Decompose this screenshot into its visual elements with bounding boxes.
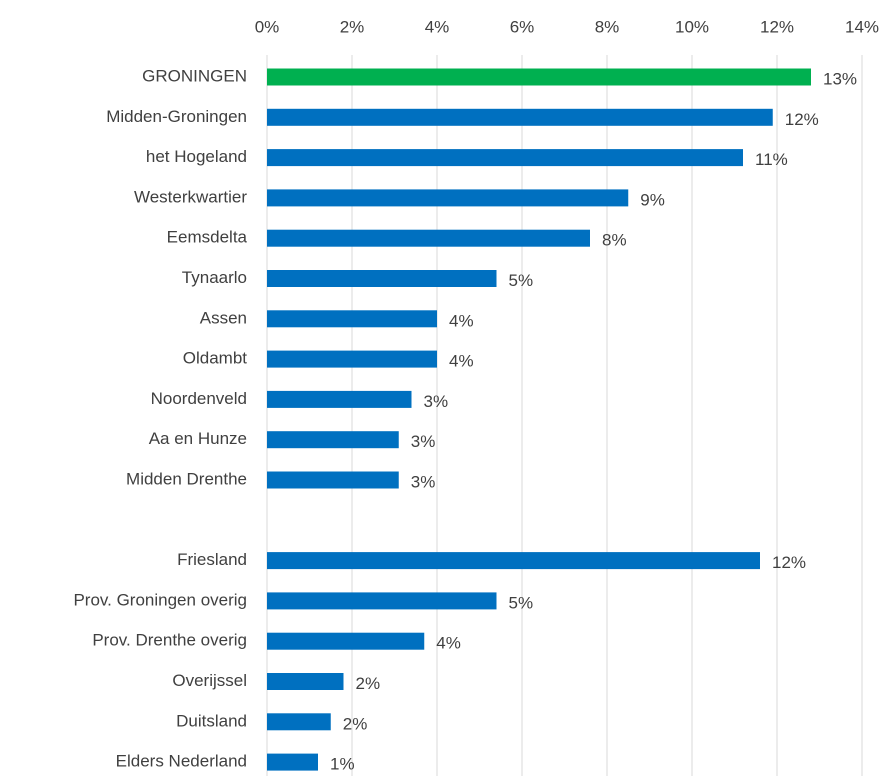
x-tick-label: 6% <box>510 17 535 36</box>
bar <box>267 390 412 408</box>
bar <box>267 270 497 287</box>
y-tick-label: Midden Drenthe <box>126 469 247 488</box>
y-tick-label: Tynaarlo <box>182 268 247 287</box>
y-tick-label: het Hogeland <box>146 147 247 166</box>
y-tick-label: Eemsdelta <box>167 228 248 247</box>
y-tick-label: GRONINGEN <box>142 66 247 85</box>
y-tick-label: Noordenveld <box>151 389 247 408</box>
x-tick-label: 0% <box>255 17 280 36</box>
bar <box>267 471 399 489</box>
y-tick-label: Duitsland <box>176 711 247 730</box>
data-label: 2% <box>356 674 381 693</box>
bar <box>267 753 318 771</box>
y-tick-label: Westerkwartier <box>134 187 247 206</box>
x-tick-label: 14% <box>845 17 879 36</box>
bar <box>267 552 760 570</box>
data-label: 1% <box>330 755 355 774</box>
data-label: 3% <box>424 392 449 411</box>
data-label: 5% <box>509 271 534 290</box>
y-tick-label: Aa en Hunze <box>149 429 247 448</box>
y-tick-label: Assen <box>200 308 247 327</box>
x-tick-label: 10% <box>675 17 709 36</box>
y-tick-label: Prov. Groningen overig <box>73 590 247 609</box>
data-label: 3% <box>411 472 436 491</box>
data-label: 4% <box>449 311 474 330</box>
data-label: 4% <box>436 634 461 653</box>
bar <box>267 592 497 610</box>
x-tick-label: 12% <box>760 17 794 36</box>
y-tick-label: Midden-Groningen <box>106 107 247 126</box>
data-label: 5% <box>509 593 534 612</box>
data-label: 12% <box>785 110 819 129</box>
data-label: 3% <box>411 432 436 451</box>
bar <box>267 189 629 207</box>
bar <box>267 673 344 690</box>
x-tick-label: 4% <box>425 17 450 36</box>
y-tick-label: Elders Nederland <box>116 752 247 771</box>
y-tick-label: Oldambt <box>183 349 248 368</box>
bar <box>267 68 811 86</box>
data-label: 8% <box>602 231 627 250</box>
bar <box>267 108 773 126</box>
bar <box>267 350 437 368</box>
y-tick-label: Overijssel <box>172 671 247 690</box>
bar <box>267 431 399 449</box>
bar <box>267 149 743 167</box>
bar <box>267 713 331 731</box>
y-tick-label: Friesland <box>177 550 247 569</box>
bar <box>267 229 590 247</box>
data-label: 9% <box>640 190 665 209</box>
data-label: 12% <box>772 553 806 572</box>
data-label: 11% <box>755 150 788 169</box>
data-label: 13% <box>823 69 857 88</box>
x-tick-label: 8% <box>595 17 620 36</box>
bar <box>267 632 425 650</box>
x-tick-label: 2% <box>340 17 365 36</box>
data-label: 2% <box>343 714 368 733</box>
data-label: 4% <box>449 352 474 371</box>
y-tick-label: Prov. Drenthe overig <box>92 631 247 650</box>
bar <box>267 310 437 328</box>
